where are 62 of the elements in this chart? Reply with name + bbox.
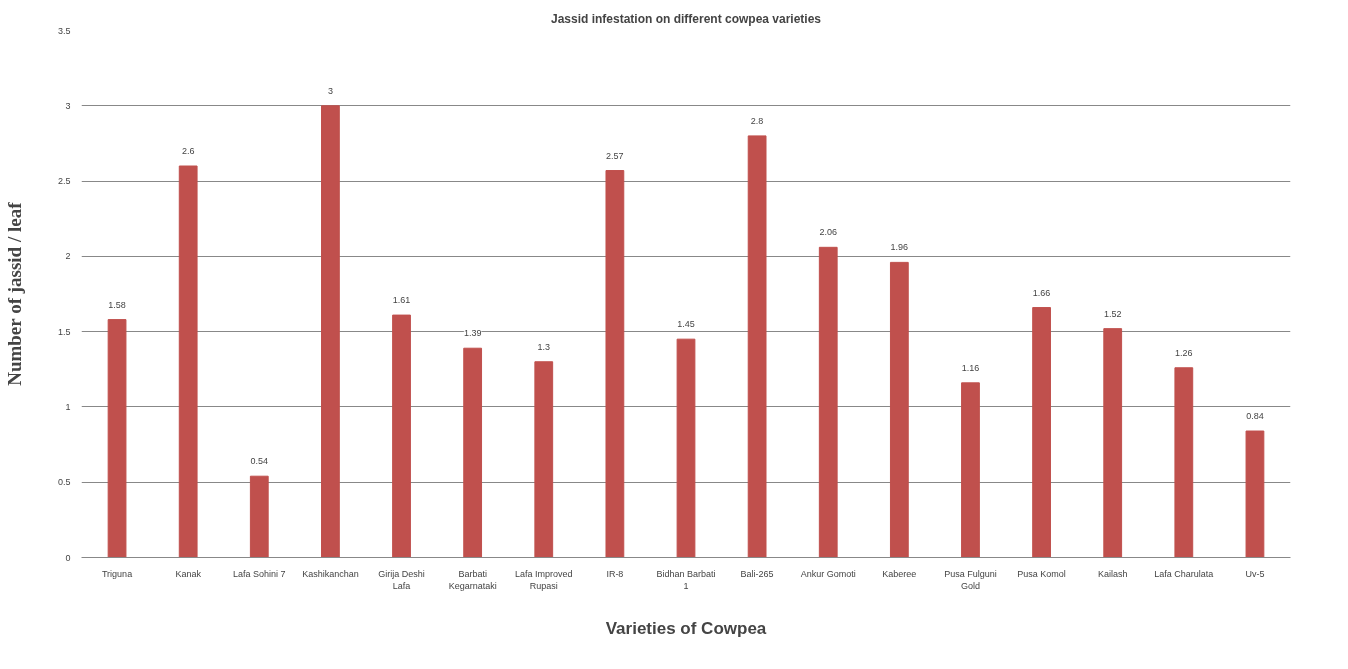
x-tick-label: Lafa Charulata <box>1154 568 1214 579</box>
x-tick-label: Kanak <box>175 568 202 579</box>
data-label: 1.61 <box>392 295 411 306</box>
bar <box>889 261 909 558</box>
bar <box>249 475 269 558</box>
data-label: 1.16 <box>961 362 980 373</box>
x-tick-label: Ankur Gomoti <box>800 568 856 579</box>
chart-title: Jassid infestation on different cowpea varieties <box>550 11 822 26</box>
bar <box>534 361 554 558</box>
data-label: 1.66 <box>1032 287 1051 298</box>
data-label: 1.3 <box>537 341 551 352</box>
bar <box>178 165 198 558</box>
data-label: 1.96 <box>890 242 909 253</box>
bar <box>676 338 696 558</box>
x-tick-label: Kaberee <box>882 568 917 579</box>
bar <box>1174 367 1194 558</box>
y-tick-label: 2.5 <box>57 176 71 187</box>
data-label: 2.8 <box>750 115 764 126</box>
data-label: 3 <box>327 85 333 96</box>
data-label: 1.45 <box>677 319 695 330</box>
data-label: 0.54 <box>250 456 269 467</box>
data-label: 2.57 <box>606 150 624 161</box>
x-tick-label: Bali-265 <box>740 568 774 579</box>
x-tick-label: Girija Deshi Lafa <box>378 568 425 591</box>
bar <box>392 314 411 558</box>
bar <box>1103 328 1123 558</box>
bar <box>463 347 483 558</box>
bar <box>321 105 340 558</box>
y-tick-label: 1 <box>65 401 71 412</box>
y-tick-label: 0.5 <box>57 477 71 488</box>
y-tick-label: 3 <box>65 100 71 111</box>
x-tick-label: Bidhan Barbati 1 <box>656 568 716 591</box>
data-label: 1.26 <box>1175 347 1193 358</box>
x-axis-title: Varieties of Cowpea <box>605 618 767 638</box>
y-tick-label: 0 <box>65 552 71 563</box>
y-tick-label: 3.5 <box>57 25 71 36</box>
data-label: 2.6 <box>181 146 195 157</box>
bar <box>818 246 838 558</box>
x-tick-label: Lafa Improved Rupasi <box>515 568 573 591</box>
y-axis-title: Number of jassid / leaf <box>3 201 25 386</box>
x-tick-label: Lafa Sohini 7 <box>233 568 286 579</box>
x-tick-label: Triguna <box>101 568 133 579</box>
x-tick-label: Pusa Komol <box>1017 568 1066 579</box>
data-label: 2.06 <box>819 227 838 238</box>
y-tick-label: 2 <box>65 251 71 262</box>
bar <box>747 135 767 558</box>
bar <box>605 170 625 558</box>
x-tick-label: Uv-5 <box>1245 568 1265 579</box>
bar <box>1245 430 1265 558</box>
data-label: 0.84 <box>1246 411 1264 422</box>
data-label: 1.52 <box>1103 308 1122 319</box>
bar <box>107 319 127 558</box>
bar <box>1032 307 1051 558</box>
data-label: 1.39 <box>463 328 482 339</box>
x-tick-label: IR-8 <box>606 568 624 579</box>
data-label: 1.58 <box>108 299 126 310</box>
bar <box>961 382 980 558</box>
x-tick-label: Barbati Kegarnataki <box>448 568 497 591</box>
x-tick-label: Kailash <box>1097 568 1128 579</box>
y-tick-label: 1.5 <box>57 326 71 337</box>
x-tick-label: Kashikanchan <box>302 568 359 579</box>
x-tick-label: Pusa Fulguni Gold <box>944 568 997 591</box>
